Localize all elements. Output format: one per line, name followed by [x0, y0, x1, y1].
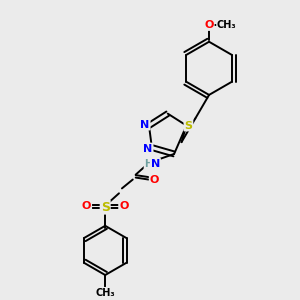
Text: H: H	[145, 159, 153, 169]
Text: S: S	[184, 121, 192, 130]
Text: O: O	[204, 20, 214, 30]
Text: S: S	[101, 201, 110, 214]
Text: N: N	[140, 120, 150, 130]
Text: CH₃: CH₃	[217, 20, 237, 30]
Text: O: O	[150, 175, 159, 184]
Text: CH₃: CH₃	[95, 288, 115, 298]
Text: N: N	[151, 159, 160, 169]
Text: N: N	[143, 144, 153, 154]
Text: O: O	[119, 201, 129, 211]
Text: O: O	[82, 201, 91, 211]
